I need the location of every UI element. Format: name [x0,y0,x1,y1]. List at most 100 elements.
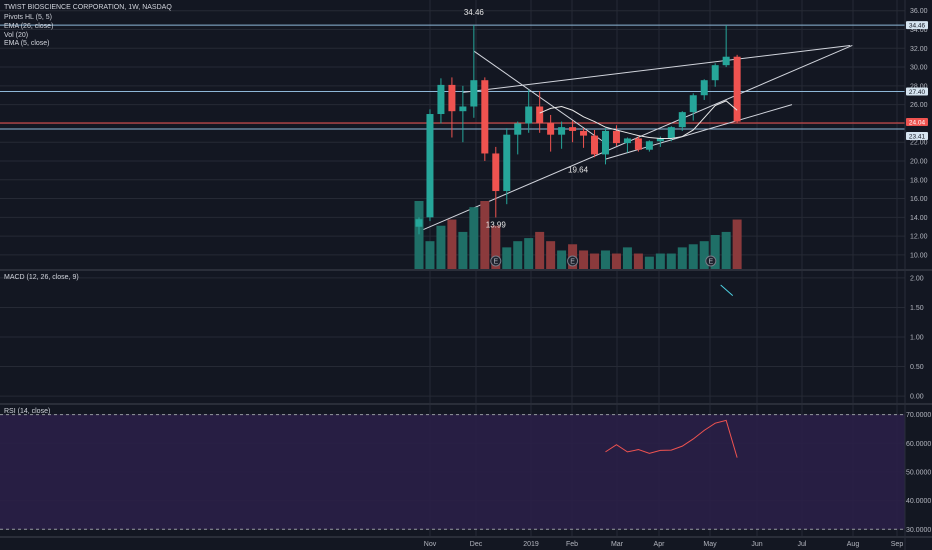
trendline[interactable] [462,44,851,93]
legend-pivots[interactable]: Pivots HL (5, 5) [4,14,52,21]
price-level-label[interactable]: 24.04 [909,120,926,127]
earnings-marker-label[interactable]: E [493,259,498,266]
volume-bar [447,219,457,269]
price-tick-label[interactable]: 20.00 [910,158,928,165]
time-tick-label[interactable]: Nov [424,541,437,548]
macd-label[interactable]: MACD (12, 26, close, 9) [4,274,79,281]
macd-tick-label[interactable]: 1.50 [910,305,924,312]
price-level-label[interactable]: 23.41 [909,133,926,140]
price-tick-label[interactable]: 28.00 [910,83,928,90]
candle-body [459,106,467,112]
candle-body [580,130,588,136]
time-tick-label[interactable]: Jun [751,541,762,548]
price-tick-label[interactable]: 36.00 [910,8,928,15]
price-level-badge[interactable] [906,131,928,140]
macd-tick-label[interactable]: 1.00 [910,335,924,342]
candle-body [569,127,577,131]
price-level-label[interactable]: 34.46 [909,23,926,30]
price-tick-label[interactable]: 22.00 [910,140,928,147]
price-level-label[interactable]: 27.40 [909,89,926,96]
rsi-tick-label[interactable]: 60.0000 [906,441,931,448]
volume-bar [546,241,556,269]
candle-body [700,80,708,96]
macd-tick-label[interactable]: 0.00 [910,394,924,401]
rsi-tick-label[interactable]: 70.0000 [906,412,931,419]
price-tick-label[interactable]: 34.00 [910,27,928,34]
rsi-tick-label[interactable]: 30.0000 [906,527,931,534]
time-axis[interactable]: Nov Dec 2019 Feb Mar Apr May Jun Jul Aug Sep [424,541,904,548]
legend-ema26[interactable]: EMA (26, close) [4,23,53,30]
rsi-tick-label[interactable]: 40.0000 [906,498,931,505]
time-tick-label[interactable]: Aug [847,541,860,548]
price-tick-label[interactable]: 26.00 [910,102,928,109]
earnings-marker[interactable] [567,255,579,267]
volume-bar [688,244,698,269]
volume-bar [502,247,512,269]
volume-bar [524,238,534,269]
price-tick-label[interactable]: 30.00 [910,65,928,72]
volume-bar [557,250,567,269]
candle-body [612,130,620,144]
price-level-badge[interactable] [906,87,928,96]
time-tick-label[interactable]: Feb [566,541,578,548]
candle-body [514,123,522,135]
earnings-marker[interactable] [705,255,717,267]
volume-bar [600,250,610,269]
volume-bar [622,247,632,269]
candle-body [525,106,533,124]
candle-body [558,127,566,135]
time-tick-label[interactable]: Mar [611,541,624,548]
volume-bar [633,253,643,269]
price-tick-label[interactable]: 12.00 [910,234,928,241]
legend-vol[interactable]: Vol (20) [4,32,28,39]
rsi-band [0,414,905,530]
volume-bar [699,241,709,269]
candle-body [733,56,741,122]
volume-bar [710,235,720,269]
volume-bar [732,219,742,269]
time-tick-label[interactable]: Jul [798,541,807,548]
macd-tick-label[interactable]: 0.50 [910,364,924,371]
time-tick-label[interactable]: 2019 [523,541,539,548]
price-level-badge[interactable] [906,118,928,127]
candle-body [689,95,697,113]
macd-line [720,284,734,297]
time-tick-label[interactable]: Apr [654,541,666,548]
earnings-marker-label[interactable]: E [708,259,713,266]
candle-body [623,138,631,144]
volume-bar [535,231,545,269]
price-tick-label[interactable]: 10.00 [910,252,928,259]
time-tick-label[interactable]: May [703,541,717,548]
candle-body [448,84,456,112]
price-tick-label[interactable]: 16.00 [910,196,928,203]
candle-body [536,106,544,124]
price-axis[interactable]: 36.0034.0032.0030.0028.0026.0024.0022.00… [906,8,931,534]
rsi-band-fill [0,414,905,530]
rsi-pane [605,419,738,458]
rsi-tick-label[interactable]: 50.0000 [906,469,931,476]
volume-bar [513,241,523,269]
candle-body [656,138,664,142]
rsi-label[interactable]: RSI (14, close) [4,408,50,415]
trendline[interactable] [605,104,793,160]
price-tick-label[interactable]: 14.00 [910,215,928,222]
legend-ema5[interactable]: EMA (5, close) [4,40,50,47]
legend: TWIST BIOSCIENCE CORPORATION, 1W, NASDAQ… [4,4,172,415]
earnings-marker-label[interactable]: E [570,259,575,266]
candle-body [591,135,599,155]
volume-bar [590,253,600,269]
price-level-badge[interactable] [906,21,928,30]
macd-tick-label[interactable]: 2.00 [910,275,924,282]
price-tick-label[interactable]: 18.00 [910,177,928,184]
time-tick-label[interactable]: Sep [891,541,904,548]
earnings-marker[interactable] [490,255,502,267]
price-tick-label[interactable]: 32.00 [910,46,928,53]
time-tick-label[interactable]: Dec [470,541,483,548]
volume-bar [721,231,731,269]
candle-body [503,134,511,192]
ema-polyline [539,100,738,139]
candle-body [492,153,500,192]
